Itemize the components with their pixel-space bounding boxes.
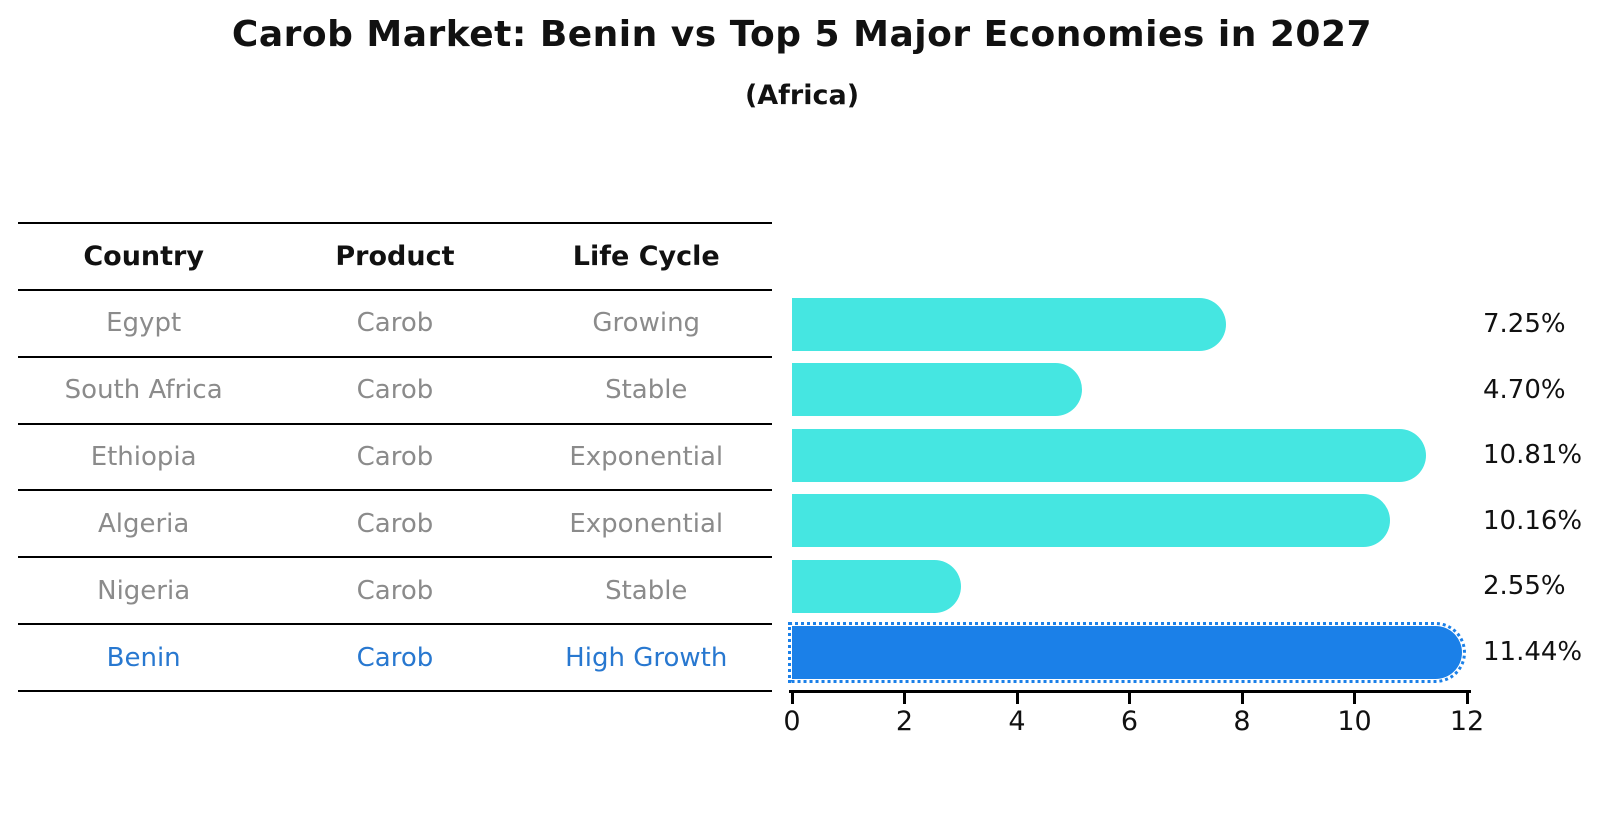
x-axis-tick (1128, 693, 1131, 704)
table-header-row: Country Product Life Cycle (18, 224, 772, 291)
cell-product: Carob (356, 308, 434, 339)
cell-country: Nigeria (97, 575, 191, 606)
cell-product: Carob (356, 642, 434, 673)
bar (792, 559, 962, 613)
cell-life_cycle: Growing (592, 308, 701, 339)
x-axis-tick (1465, 693, 1469, 704)
cell-country: Ethiopia (90, 442, 197, 473)
page-subtitle: (Africa) (744, 80, 860, 111)
cell-product: Carob (356, 575, 434, 606)
bar-value-label: 7.25% (1483, 309, 1566, 339)
data-table: Country Product Life Cycle Egypt Carob Gro… (18, 222, 772, 692)
cell-country: South Africa (64, 375, 223, 406)
x-axis-tick-label: 12 (1449, 706, 1485, 737)
bar (792, 297, 1226, 351)
x-axis-tick-label: 6 (1120, 706, 1139, 737)
x-axis-tick (903, 693, 906, 704)
bar (792, 494, 1390, 548)
cell-life_cycle: Exponential (569, 508, 724, 539)
x-axis-tick (1353, 693, 1356, 704)
cell-life_cycle: Exponential (569, 442, 724, 473)
x-axis-tick (1240, 693, 1244, 704)
column-header-country: Country (83, 241, 204, 272)
x-axis (789, 690, 1471, 693)
x-axis-tick-label: 2 (895, 706, 914, 737)
bar-value-label: 10.81% (1483, 440, 1583, 471)
cell-country: Algeria (97, 508, 190, 539)
page-title: Carob Market: Benin vs Top 5 Major Econo… (231, 14, 1373, 55)
x-axis-tick-label: 10 (1337, 706, 1372, 737)
bar-value-label: 4.70% (1483, 374, 1566, 405)
cell-life_cycle: High Growth (565, 642, 728, 673)
bar-value-label: 2.55% (1483, 571, 1566, 602)
cell-life_cycle: Stable (605, 575, 688, 606)
bar-value-label: 10.16% (1483, 505, 1583, 536)
table-row: Egypt Carob Growing (18, 291, 772, 358)
bar (792, 428, 1427, 482)
bar-value-label: 11.44% (1483, 637, 1583, 667)
table-row: Ethiopia Carob Exponential (18, 425, 772, 492)
table-row: South Africa Carob Stable (18, 358, 772, 425)
cell-product: Carob (356, 442, 434, 473)
x-axis-tick-label: 0 (783, 706, 801, 737)
table-row: Nigeria Carob Stable (18, 558, 772, 626)
cell-life_cycle: Stable (605, 375, 688, 406)
table-row: Algeria Carob Exponential (18, 491, 772, 559)
bar (792, 363, 1083, 417)
column-header-lifecycle: Life Cycle (572, 241, 720, 272)
cell-product: Carob (356, 375, 434, 406)
column-header-product: Product (335, 241, 455, 272)
x-axis-tick (1015, 693, 1019, 704)
x-axis-tick-label: 4 (1008, 706, 1026, 737)
x-axis-tick-label: 8 (1233, 706, 1251, 737)
cell-product: Carob (356, 508, 434, 539)
bar-benin-highlight (788, 621, 1466, 683)
cell-country: Egypt (106, 308, 182, 339)
cell-country: Benin (106, 642, 181, 673)
x-axis-tick (790, 693, 794, 704)
table-row: Benin Carob High Growth (18, 625, 772, 692)
